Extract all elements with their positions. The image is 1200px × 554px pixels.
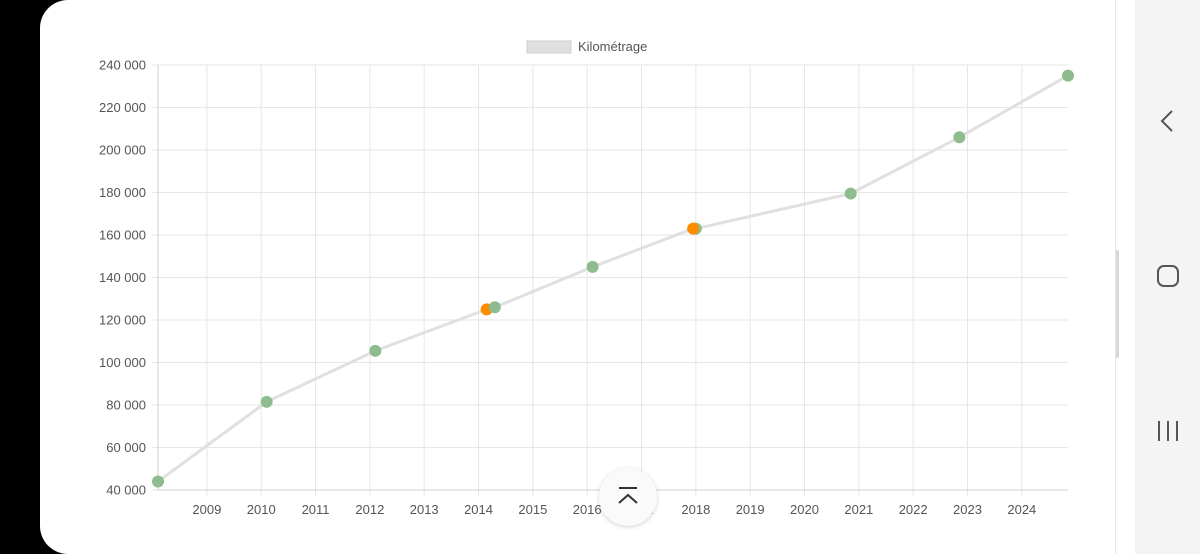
x-tick-label: 2015 bbox=[518, 502, 547, 517]
chevron-up-icon bbox=[618, 487, 638, 504]
y-tick-label: 200 000 bbox=[99, 143, 146, 158]
x-tick-label: 2021 bbox=[844, 502, 873, 517]
series-line bbox=[157, 74, 1069, 483]
data-point[interactable] bbox=[369, 344, 382, 357]
x-tick-label: 2016 bbox=[573, 502, 602, 517]
x-axis-labels: 2009201020112012201320142015201620172018… bbox=[192, 502, 1036, 517]
x-tick-label: 2011 bbox=[302, 502, 330, 517]
data-point[interactable] bbox=[844, 187, 857, 200]
x-tick-label: 2022 bbox=[899, 502, 928, 517]
y-tick-label: 100 000 bbox=[99, 355, 146, 370]
y-tick-label: 240 000 bbox=[99, 58, 146, 73]
y-tick-label: 220 000 bbox=[99, 100, 146, 115]
x-tick-label: 2020 bbox=[790, 502, 819, 517]
data-point[interactable] bbox=[260, 395, 273, 408]
data-point[interactable] bbox=[586, 260, 599, 273]
legend-swatch[interactable] bbox=[526, 40, 572, 54]
data-point[interactable] bbox=[953, 131, 966, 144]
chart-grid bbox=[152, 64, 1068, 496]
y-tick-label: 160 000 bbox=[99, 228, 146, 243]
x-tick-label: 2013 bbox=[410, 502, 439, 517]
nav-recents-button[interactable] bbox=[1153, 416, 1183, 446]
x-tick-label: 2010 bbox=[247, 502, 276, 517]
y-tick-label: 60 000 bbox=[106, 440, 146, 455]
y-tick-label: 120 000 bbox=[99, 313, 146, 328]
line-chart: 40 000 60 000 80 000 100 000 120 000 140 000 1… bbox=[99, 39, 1074, 517]
data-point[interactable] bbox=[687, 222, 700, 235]
x-tick-label: 2012 bbox=[355, 502, 384, 517]
series-line-group bbox=[157, 74, 1069, 483]
y-tick-label: 80 000 bbox=[106, 398, 146, 413]
system-nav-bar bbox=[1135, 0, 1200, 554]
back-icon bbox=[1160, 110, 1173, 132]
legend-label[interactable]: Kilométrage bbox=[578, 39, 647, 54]
data-point[interactable] bbox=[152, 475, 164, 488]
data-points bbox=[152, 69, 1074, 488]
x-tick-label: 2023 bbox=[953, 502, 982, 517]
scrollbar-thumb[interactable] bbox=[1116, 250, 1119, 358]
y-tick-label: 140 000 bbox=[99, 270, 146, 285]
nav-back-button[interactable] bbox=[1153, 106, 1183, 136]
nav-home-button[interactable] bbox=[1153, 261, 1183, 291]
data-point[interactable] bbox=[488, 301, 501, 314]
data-point[interactable] bbox=[1062, 69, 1074, 82]
x-tick-label: 2014 bbox=[464, 502, 493, 517]
recents-icon bbox=[1158, 421, 1178, 441]
y-tick-label: 180 000 bbox=[99, 185, 146, 200]
y-axis-labels: 40 000 60 000 80 000 100 000 120 000 140 000 1… bbox=[99, 58, 146, 498]
scroll-to-top-button[interactable] bbox=[599, 468, 657, 526]
y-tick-label: 40 000 bbox=[106, 483, 146, 498]
app-screen: 40 000 60 000 80 000 100 000 120 000 140 000 1… bbox=[40, 0, 1135, 554]
x-tick-label: 2009 bbox=[192, 502, 221, 517]
chart-legend: Kilométrage bbox=[526, 39, 647, 54]
edge-divider bbox=[1115, 0, 1116, 554]
x-tick-label: 2018 bbox=[681, 502, 710, 517]
x-tick-label: 2019 bbox=[736, 502, 765, 517]
home-icon bbox=[1157, 265, 1179, 287]
x-tick-label: 2024 bbox=[1007, 502, 1036, 517]
